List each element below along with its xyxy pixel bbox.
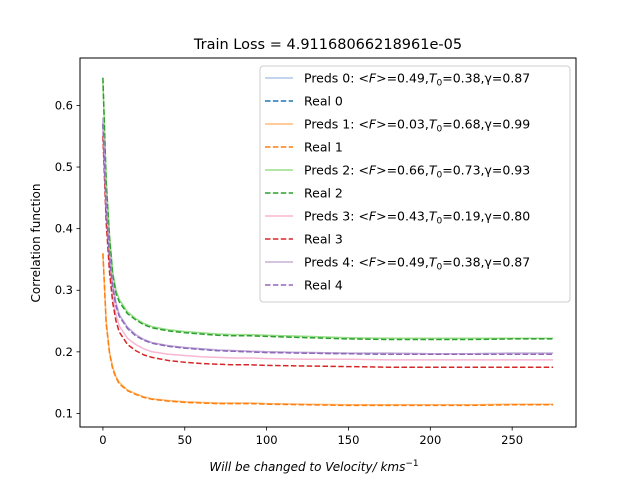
x-tick-label-1: 50 — [177, 433, 192, 447]
y-tick-label-1: 0.2 — [55, 345, 73, 359]
chart-title: Train Loss = 4.91168066218961e-05 — [193, 37, 462, 53]
x-tick-label-5: 250 — [501, 433, 523, 447]
legend-label-4: Preds 2: <F>=0.66,T0=0.73,γ=0.93 — [304, 163, 530, 181]
x-axis-label-text: Will be changed to Velocity/ kms — [209, 460, 405, 474]
x-tick-label-4: 200 — [419, 433, 441, 447]
legend-label-7: Real 3 — [304, 232, 343, 247]
series-line-5 — [102, 77, 554, 341]
plot-area: 0 50 100 150 200 250 0.1 0.2 0.3 0.4 0.5 0.6 — [55, 57, 577, 447]
series-line-7 — [102, 136, 554, 368]
legend-label-5: Real 2 — [304, 186, 343, 201]
legend-label-1: Real 0 — [304, 94, 343, 109]
x-tick-label-2: 100 — [256, 433, 278, 447]
legend-label-0: Preds 0: <F>=0.49,T0=0.38,γ=0.87 — [304, 71, 530, 89]
legend-label-9: Real 4 — [304, 278, 343, 293]
x-axis-label-exponent: −1 — [405, 459, 418, 469]
x-axis-label: Will be changed to Velocity/ kms−1 — [209, 459, 418, 474]
series-line-9 — [102, 123, 554, 356]
x-tick-label-3: 150 — [337, 433, 359, 447]
legend-box — [259, 65, 571, 303]
legend-label-3: Real 1 — [304, 140, 343, 155]
legend: Preds 0: <F>=0.49,T0=0.38,γ=0.87 Real 0 Pr… — [259, 65, 571, 303]
y-tick-label-2: 0.3 — [55, 283, 73, 297]
legend-label-2: Preds 1: <F>=0.03,T0=0.68,γ=0.99 — [304, 117, 530, 135]
x-tick-label-0: 0 — [99, 433, 106, 447]
series-line-6 — [102, 130, 554, 361]
legend-label-6: Preds 3: <F>=0.43,T0=0.19,γ=0.80 — [304, 209, 530, 227]
legend-label-8: Preds 4: <F>=0.49,T0=0.38,γ=0.87 — [304, 255, 530, 273]
y-axis-label: Correlation function — [29, 183, 43, 302]
y-tick-label-4: 0.5 — [55, 160, 73, 174]
y-tick-label-5: 0.6 — [55, 98, 73, 112]
y-tick-label-0: 0.1 — [55, 406, 73, 420]
y-tick-label-3: 0.4 — [55, 222, 73, 236]
series-line-3 — [102, 253, 554, 407]
axes-frame — [79, 57, 577, 428]
